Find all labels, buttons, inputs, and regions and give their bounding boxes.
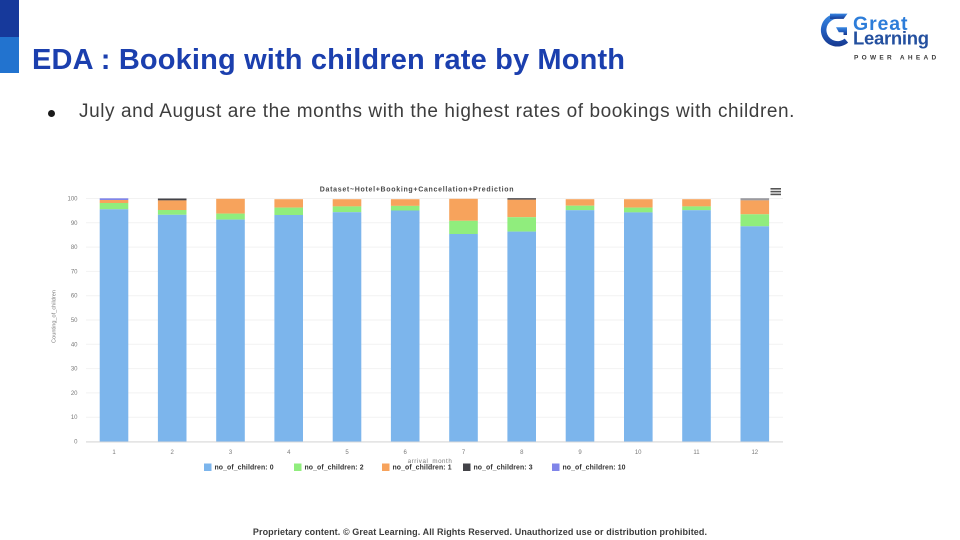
svg-text:5: 5 [345, 450, 349, 456]
svg-text:8: 8 [520, 450, 524, 456]
svg-text:Learning: Learning [853, 27, 929, 48]
svg-text:no_of_children: 0: no_of_children: 0 [215, 465, 274, 472]
svg-text:100: 100 [67, 197, 78, 203]
svg-text:arrival_month: arrival_month [408, 458, 453, 465]
svg-text:50: 50 [71, 318, 78, 324]
svg-text:90: 90 [71, 221, 78, 227]
svg-text:no_of_children: 10: no_of_children: 10 [563, 465, 626, 472]
svg-text:0: 0 [74, 440, 78, 446]
svg-text:no_of_children: 1: no_of_children: 1 [393, 465, 452, 472]
svg-text:7: 7 [462, 450, 466, 456]
svg-text:9: 9 [578, 450, 582, 456]
svg-text:11: 11 [693, 450, 700, 456]
svg-text:80: 80 [71, 245, 78, 251]
svg-text:10: 10 [71, 415, 78, 421]
svg-text:6: 6 [404, 450, 408, 456]
svg-text:Counting_of_children: Counting_of_children [51, 290, 57, 343]
svg-text:12: 12 [751, 450, 758, 456]
svg-text:3: 3 [229, 450, 233, 456]
svg-text:30: 30 [71, 367, 78, 373]
svg-text:4: 4 [287, 450, 291, 456]
svg-text:2: 2 [171, 450, 175, 456]
svg-text:Great: Great [853, 13, 908, 35]
svg-text:40: 40 [71, 342, 78, 348]
svg-text:POWER AHEAD: POWER AHEAD [854, 55, 940, 62]
svg-text:20: 20 [71, 391, 78, 397]
svg-text:no_of_children: 2: no_of_children: 2 [305, 465, 364, 472]
svg-text:1: 1 [112, 450, 116, 456]
svg-text:Dataset~Hotel+Booking+Cancella: Dataset~Hotel+Booking+Cancellation+Predi… [320, 187, 515, 194]
svg-text:70: 70 [71, 269, 78, 275]
svg-text:10: 10 [635, 450, 642, 456]
svg-text:no_of_children: 3: no_of_children: 3 [474, 465, 533, 472]
svg-text:60: 60 [71, 294, 78, 300]
